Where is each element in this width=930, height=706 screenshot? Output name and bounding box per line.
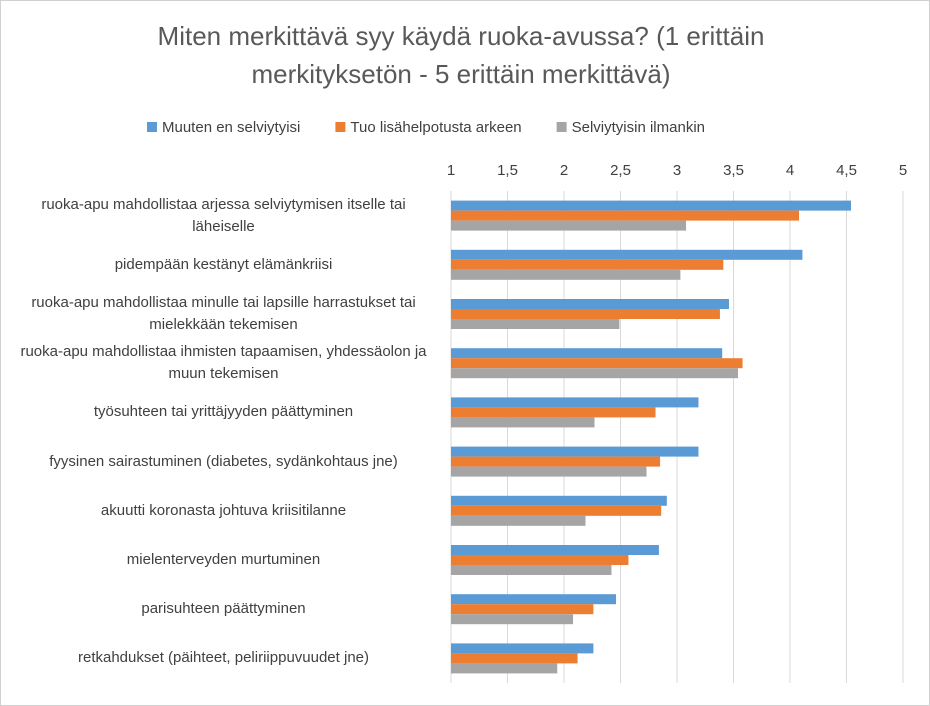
y-tick-label: fyysinen sairastuminen (diabetes, sydänk…	[49, 452, 398, 470]
x-tick-label: 2,5	[610, 162, 631, 179]
y-tick-label: retkahdukset (päihteet, peliriippuvuudet…	[77, 649, 369, 667]
bar	[451, 210, 800, 221]
bar	[451, 495, 667, 506]
bar	[451, 269, 681, 280]
x-tick-label: 1	[447, 162, 455, 179]
bar	[451, 348, 723, 359]
bar	[451, 643, 594, 654]
y-tick-label: parisuhteen päättyminen	[141, 600, 306, 618]
bar	[451, 456, 661, 467]
y-tick-label: ruoka-apu mahdollistaa minulle tai lapsi…	[31, 293, 416, 333]
x-tick-label: 3	[673, 162, 681, 179]
chart-title: Miten merkittävä syy käydä ruoka-avussa?…	[157, 21, 765, 89]
bar	[451, 565, 612, 575]
bar	[451, 259, 724, 270]
x-tick-label: 2	[560, 162, 568, 179]
legend-swatch	[147, 122, 157, 132]
bar	[451, 249, 803, 260]
legend-swatch	[556, 122, 567, 132]
legend-label: Muuten en selviytyisi	[162, 119, 300, 136]
bar	[451, 466, 647, 477]
bar	[451, 368, 739, 379]
bar	[451, 594, 616, 605]
bar	[451, 663, 558, 674]
x-tick-label: 1,5	[497, 162, 518, 179]
bar	[451, 397, 699, 408]
legend-label: Tuo lisähelpotusta arkeen	[350, 119, 521, 136]
y-tick-label: pidempään kestänyt elämänkriisi	[114, 255, 333, 273]
bar	[451, 515, 586, 526]
bar	[451, 505, 662, 516]
bar	[451, 446, 699, 457]
x-tick-label: 4,5	[836, 162, 857, 179]
bar	[451, 555, 629, 565]
bar	[451, 200, 852, 211]
bar	[451, 309, 720, 319]
bar	[451, 220, 687, 231]
bar	[451, 653, 578, 664]
bar	[451, 604, 594, 615]
y-tick-label: ruoka-apu mahdollistaa arjessa selviytym…	[41, 195, 406, 235]
bar	[451, 407, 656, 418]
x-tick-label: 4	[786, 162, 794, 179]
y-tick-label: työsuhteen tai yrittäjyyden päättyminen	[93, 403, 354, 421]
bar	[451, 614, 574, 625]
legend-swatch	[335, 122, 346, 132]
y-tick-label: ruoka-apu mahdollistaa ihmisten tapaamis…	[20, 343, 427, 383]
bar	[451, 358, 743, 369]
legend-label: Selviytyisin ilmankin	[572, 119, 705, 136]
bar	[451, 319, 620, 329]
bar	[451, 545, 659, 555]
bar	[451, 299, 729, 309]
y-tick-label: akuutti koronasta johtuva kriisitilanne	[100, 501, 347, 519]
x-tick-label: 3,5	[723, 162, 744, 179]
bar	[451, 417, 595, 428]
y-tick-label: mielenterveyden murtuminen	[126, 550, 321, 568]
x-tick-label: 5	[899, 162, 907, 179]
